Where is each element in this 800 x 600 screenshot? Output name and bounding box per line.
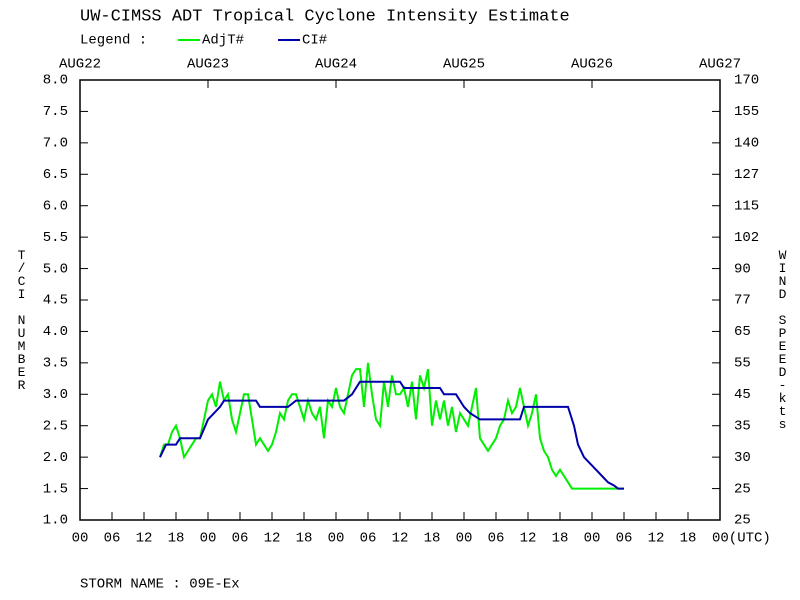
x-tick-label: 06	[616, 531, 633, 547]
x-tick-label: 12	[136, 531, 153, 547]
y-tick-label: 4.5	[43, 293, 68, 309]
y-tick-label: 1.5	[43, 481, 68, 497]
y-tick-label: 6.0	[43, 198, 68, 214]
x-tick-label: 06	[360, 531, 377, 547]
x-tick-label: 18	[552, 531, 569, 547]
x-tick-label: 18	[296, 531, 313, 547]
plot-frame	[79, 79, 721, 521]
date-label: AUG25	[443, 57, 485, 73]
y-axis-label: T/CI NUMBER	[14, 248, 29, 391]
y2-tick-label: 170	[734, 73, 759, 89]
x-tick-label: 06	[232, 531, 249, 547]
y-tick-label: 5.0	[43, 261, 68, 277]
y2-tick-label: 140	[734, 136, 759, 152]
y-tick-label: 2.5	[43, 418, 68, 434]
date-label: AUG24	[315, 57, 357, 73]
y2-tick-label: 77	[734, 293, 751, 309]
y-tick-label: 2.0	[43, 450, 68, 466]
date-label: AUG27	[699, 57, 741, 73]
y-tick-label: 3.0	[43, 387, 68, 403]
y2-tick-label: 155	[734, 104, 759, 120]
x-tick-label: 18	[424, 531, 441, 547]
y2-tick-label: 102	[734, 230, 759, 246]
y2-tick-label: 65	[734, 324, 751, 340]
x-tick-label: 06	[488, 531, 505, 547]
legend-entry: AdjT#	[202, 33, 244, 49]
date-label: AUG23	[187, 57, 229, 73]
y2-tick-label: 55	[734, 356, 751, 372]
x-tick-label: 00	[456, 531, 473, 547]
date-label: AUG22	[59, 57, 101, 73]
y2-tick-label: 30	[734, 450, 751, 466]
y-tick-label: 6.5	[43, 167, 68, 183]
x-tick-label: 00	[72, 531, 89, 547]
chart-title: UW-CIMSS ADT Tropical Cyclone Intensity …	[80, 7, 570, 26]
x-tick-label: 12	[520, 531, 537, 547]
x-tick-label: 12	[648, 531, 665, 547]
y2-tick-label: 35	[734, 418, 751, 434]
y-tick-label: 3.5	[43, 356, 68, 372]
y2-tick-label: 25	[734, 513, 751, 529]
y-tick-label: 7.0	[43, 136, 68, 152]
footer: STORM NAME : 09E-Ex	[80, 577, 240, 593]
legend-label: Legend :	[80, 33, 147, 49]
y-tick-label: 4.0	[43, 324, 68, 340]
legend-entry: CI#	[302, 33, 327, 49]
x-tick-label: 06	[104, 531, 121, 547]
y2-tick-label: 90	[734, 261, 751, 277]
x-tick-label: 12	[264, 531, 281, 547]
date-label: AUG26	[571, 57, 613, 73]
x-tick-label: 00	[200, 531, 217, 547]
x-tick-label: 18	[168, 531, 185, 547]
x-tick-label: 12	[392, 531, 409, 547]
y-tick-label: 1.0	[43, 513, 68, 529]
y2-tick-label: 45	[734, 387, 751, 403]
x-tick-label: 00(UTC)	[712, 531, 771, 547]
x-tick-label: 00	[328, 531, 345, 547]
y2-tick-label: 115	[734, 198, 759, 214]
series-line	[159, 362, 624, 490]
y-tick-label: 8.0	[43, 73, 68, 89]
y2-tick-label: 127	[734, 167, 759, 183]
y2-axis-label: WIND SPEED-kts	[775, 248, 790, 430]
y-tick-label: 7.5	[43, 104, 68, 120]
series-line	[159, 380, 624, 490]
x-tick-label: 18	[680, 531, 697, 547]
y2-tick-label: 25	[734, 481, 751, 497]
x-tick-label: 00	[584, 531, 601, 547]
y-tick-label: 5.5	[43, 230, 68, 246]
